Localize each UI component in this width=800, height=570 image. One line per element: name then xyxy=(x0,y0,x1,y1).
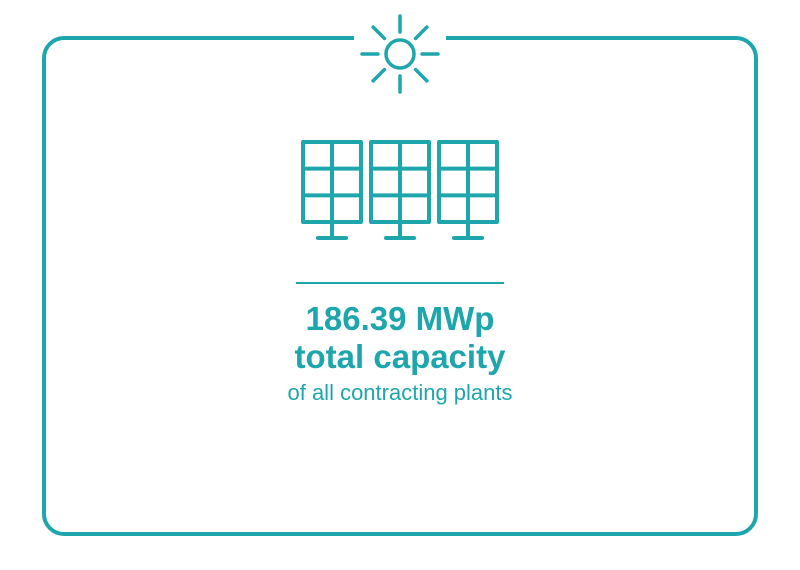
sun-icon xyxy=(354,8,446,100)
info-card xyxy=(42,36,758,536)
divider-line xyxy=(296,282,504,284)
panels-svg xyxy=(295,138,505,258)
headline-line2: total capacity xyxy=(0,338,800,376)
sun-svg xyxy=(354,8,446,100)
headline-line1: 186.39 MWp xyxy=(0,300,800,338)
solar-panels-icon xyxy=(295,138,505,258)
subline: of all contracting plants xyxy=(0,380,800,406)
headline-block: 186.39 MWp total capacity xyxy=(0,300,800,376)
subline-block: of all contracting plants xyxy=(0,380,800,406)
